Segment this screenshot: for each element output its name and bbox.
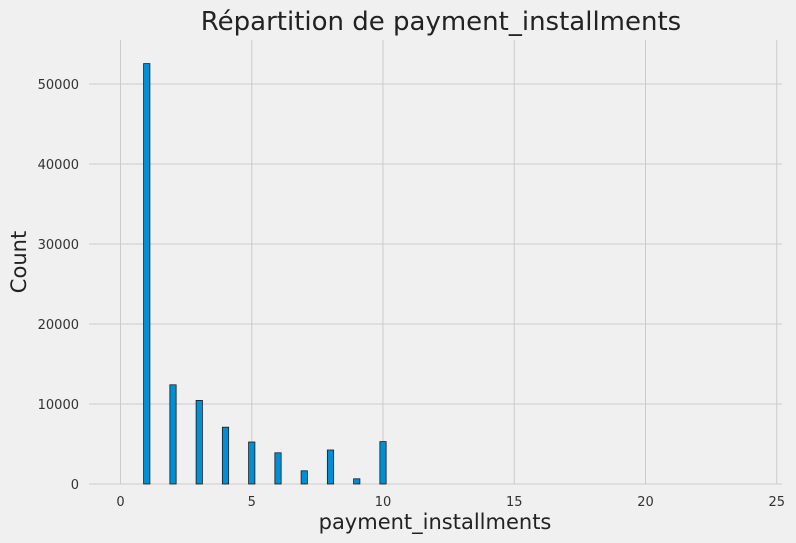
y-axis-label: Count — [7, 231, 31, 293]
x-tick-labels: 0 5 10 15 20 25 — [116, 495, 785, 510]
histogram-bars — [143, 63, 387, 485]
x-tick-label-2: 10 — [375, 495, 392, 510]
bar-2 — [169, 384, 177, 485]
y-grid-lines — [89, 83, 782, 485]
y-tick-label-3: 30000 — [38, 238, 79, 253]
bar-7 — [300, 470, 308, 485]
bar-1 — [143, 63, 151, 485]
bar-8 — [326, 449, 335, 485]
x-tick-label-3: 15 — [506, 495, 523, 510]
bar-5 — [248, 441, 256, 485]
x-tick-label-5: 25 — [768, 495, 785, 510]
x-grid-lines — [120, 40, 778, 484]
bar-3 — [195, 399, 203, 485]
bar-10 — [379, 441, 387, 485]
x-tick-label-1: 5 — [248, 495, 256, 510]
y-tick-labels: 0 10000 20000 30000 40000 50000 — [38, 78, 79, 493]
x-tick-label-0: 0 — [116, 495, 124, 510]
y-tick-label-5: 50000 — [38, 78, 79, 93]
bar-9 — [353, 478, 361, 485]
bar-4 — [221, 426, 230, 485]
x-axis-label: payment_installments — [319, 510, 552, 535]
y-tick-label-1: 10000 — [38, 398, 79, 413]
y-tick-label-4: 40000 — [38, 158, 79, 173]
y-tick-label-2: 20000 — [38, 318, 79, 333]
bar-6 — [274, 452, 282, 485]
x-tick-label-4: 20 — [637, 495, 654, 510]
y-tick-label-0: 0 — [71, 478, 79, 493]
chart-title: Répartition de payment_installments — [201, 7, 681, 37]
